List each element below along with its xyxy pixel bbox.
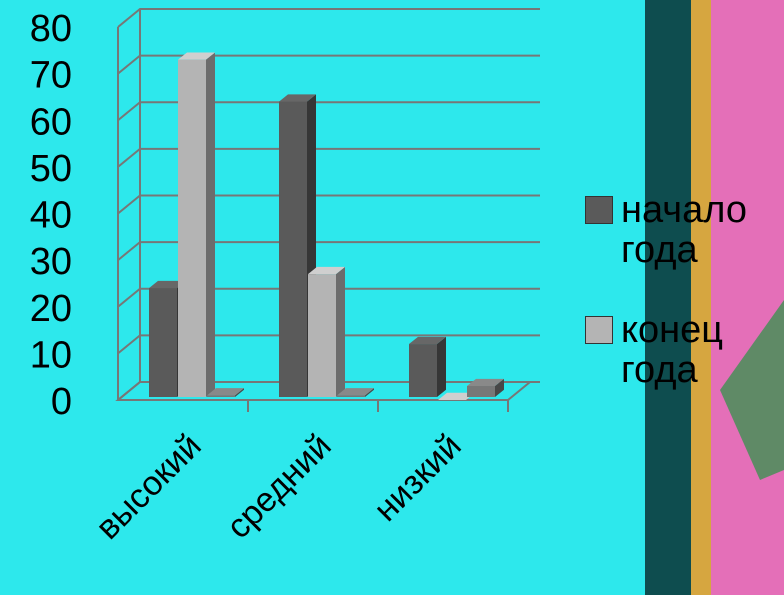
legend-item: конец года	[585, 310, 784, 390]
y-tick-label: 40	[30, 195, 72, 237]
legend-swatch	[585, 196, 613, 224]
bar	[178, 52, 215, 397]
legend-swatch	[585, 316, 613, 344]
grid-line	[117, 287, 540, 308]
grid-line	[117, 101, 540, 122]
y-tick-label: 20	[30, 288, 72, 330]
bar	[409, 336, 446, 397]
legend-label: начало года	[621, 189, 747, 271]
grid-line	[117, 8, 540, 28]
grid-line	[117, 54, 540, 75]
bar	[467, 378, 504, 397]
bar	[207, 388, 244, 397]
legend-item: начало года	[585, 190, 784, 270]
x-tick-label: высокий	[89, 427, 209, 547]
decor-strip	[691, 0, 711, 595]
y-tick-label: 60	[30, 101, 72, 143]
bar	[337, 388, 374, 397]
x-tick-label: низкий	[367, 427, 469, 529]
legend-label: конец года	[621, 309, 724, 391]
bar	[308, 266, 345, 397]
decor-strip	[711, 0, 784, 595]
x-tick-label: средний	[219, 427, 338, 546]
grid-line	[117, 334, 540, 355]
decor-strip	[645, 0, 691, 595]
grid-line	[117, 241, 540, 261]
y-tick-label: 0	[51, 381, 72, 423]
grid-line	[117, 147, 540, 168]
y-tick-label: 10	[30, 334, 72, 376]
y-tick-label: 50	[30, 148, 72, 190]
decor-leaf	[720, 300, 784, 480]
y-tick-label: 70	[30, 55, 72, 97]
y-tick-label: 30	[30, 241, 72, 283]
y-tick-label: 80	[30, 8, 72, 50]
grid-line	[117, 381, 540, 401]
grid-line	[117, 194, 540, 215]
